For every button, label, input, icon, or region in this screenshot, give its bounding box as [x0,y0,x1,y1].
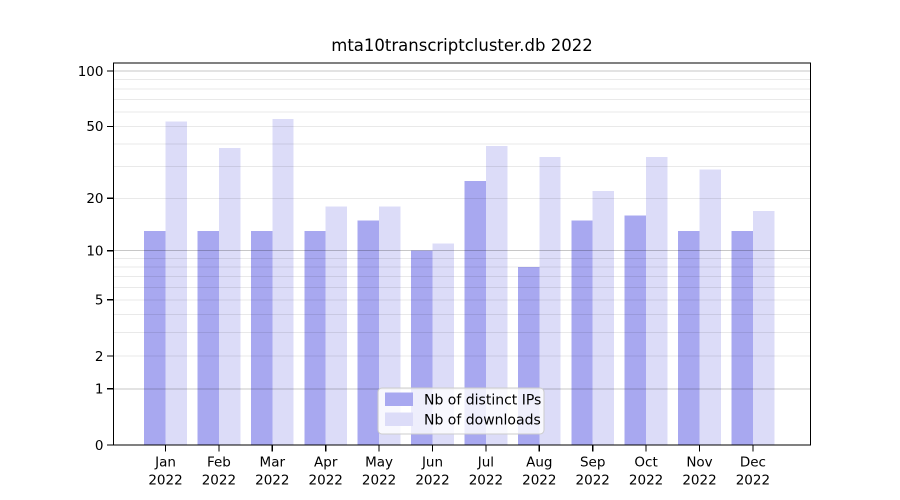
x-tick-label-year: 2022 [522,473,556,489]
x-tick-label-month: Oct [634,455,657,471]
y-tick-label: 2 [95,349,104,365]
x-tick-label-year: 2022 [736,473,770,489]
chart-title: mta10transcriptcluster.db 2022 [331,36,592,55]
y-tick-label: 1 [95,382,104,398]
y-tick-label: 10 [86,244,103,260]
x-tick-label-month: Aug [526,455,552,471]
bar-dec-series1 [752,210,775,445]
x-tick-label-year: 2022 [576,473,610,489]
y-tick-label: 50 [86,119,103,135]
x-tick-label-month: Feb [207,455,231,471]
legend-label-series1: Nb of downloads [424,413,541,429]
bar-jan-series1 [165,121,187,445]
bar-may-series0 [357,220,380,445]
x-tick-label-month: Mar [260,455,286,471]
bar-apr-series0 [304,231,326,445]
bar-mar-series0 [250,231,273,445]
x-tick-label-year: 2022 [255,473,289,489]
x-tick-label-year: 2022 [415,473,449,489]
bar-oct-series0 [624,215,647,445]
x-tick-label-year: 2022 [469,473,503,489]
x-tick-label-year: 2022 [629,473,663,489]
bar-feb-series0 [197,231,219,445]
y-tick-label: 5 [95,293,104,309]
bar-jul-series0 [464,181,486,445]
bar-dec-series0 [731,231,753,445]
x-tick-label-month: Sep [580,455,605,471]
y-tick-label: 20 [86,191,103,207]
x-tick-label-month: Jun [421,455,443,471]
legend-swatch-series1 [385,412,413,426]
legend-swatch-series0 [385,392,413,406]
x-tick-label-year: 2022 [362,473,396,489]
plot-border [112,62,812,446]
x-tick-label-month: Dec [740,455,766,471]
x-tick-label-year: 2022 [309,473,343,489]
x-tick-label-month: Apr [314,455,338,471]
bar-oct-series1 [646,156,668,445]
legend-label-series0: Nb of distinct IPs [424,393,541,409]
bar-sep-series0 [571,220,593,445]
bar-nov-series0 [678,231,700,445]
x-tick-label-month: May [365,455,393,471]
bar-nov-series1 [699,169,721,445]
legend-box [377,387,545,435]
x-tick-label-year: 2022 [148,473,182,489]
bar-jul-series1 [485,146,508,445]
bar-aug-series1 [539,156,561,445]
x-tick-label-month: Jul [477,455,494,471]
bar-apr-series1 [325,206,348,445]
bar-sep-series1 [592,190,615,445]
x-tick-label-year: 2022 [682,473,716,489]
y-tick-label: 100 [78,64,104,80]
bar-mar-series1 [272,118,294,446]
bar-may-series1 [379,206,401,445]
x-tick-label-month: Jan [154,455,176,471]
y-tick-label: 0 [95,438,104,454]
bar-jan-series0 [144,231,166,445]
x-tick-label-month: Nov [686,455,712,471]
x-tick-label-year: 2022 [202,473,236,489]
bar-feb-series1 [218,148,241,445]
